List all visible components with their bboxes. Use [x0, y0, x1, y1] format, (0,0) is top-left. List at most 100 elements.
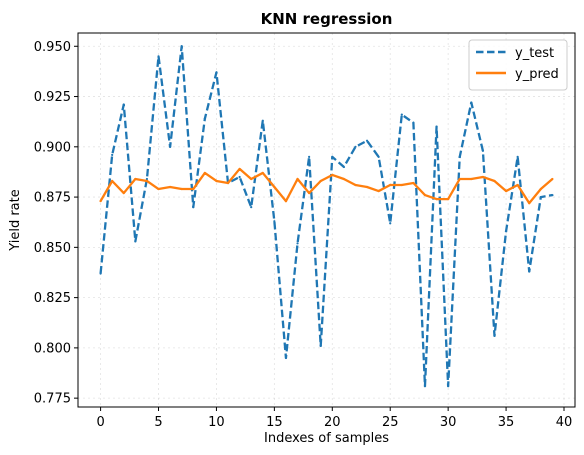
data-point-y-test: [203, 117, 206, 120]
data-point-y-test: [412, 121, 415, 124]
data-point-y-test: [215, 71, 218, 74]
data-point-y-test: [308, 155, 311, 158]
data-point-y-test: [134, 240, 137, 243]
data-point-y-pred: [447, 197, 450, 201]
x-tick-label: 25: [382, 415, 399, 430]
y-tick-label: 0.850: [34, 241, 71, 256]
data-point-y-test: [250, 206, 253, 209]
data-point-y-test: [111, 153, 114, 156]
data-point-y-test: [238, 175, 241, 179]
data-point-y-test: [458, 155, 461, 158]
x-tick-label: 0: [96, 415, 104, 430]
data-point-y-pred: [539, 187, 542, 191]
data-point-y-test: [528, 270, 531, 273]
data-point-y-pred: [273, 185, 276, 189]
y-tick-label: 0.925: [34, 90, 71, 105]
data-point-y-test: [400, 113, 403, 116]
legend-label-y-pred: y_pred: [515, 67, 559, 82]
x-tick-label: 40: [556, 415, 573, 430]
legend: y_test y_pred: [468, 39, 568, 91]
data-point-y-test: [504, 230, 508, 233]
data-point-y-test: [342, 165, 345, 169]
data-point-y-pred: [203, 171, 206, 175]
data-point-y-pred: [99, 199, 102, 203]
data-point-y-pred: [261, 171, 264, 175]
plot-frame: [77, 32, 576, 408]
y-tick-label: 0.950: [34, 40, 71, 55]
series-line-y-pred: [99, 167, 554, 205]
data-point-y-pred: [354, 183, 357, 187]
data-point-y-test: [122, 103, 125, 106]
data-point-y-test: [169, 145, 172, 148]
data-point-y-pred: [145, 179, 149, 183]
series-line-y-test: [99, 45, 553, 388]
y-tick-label: 0.775: [34, 392, 71, 407]
chart-title: KNN regression: [261, 10, 393, 28]
data-point-y-test: [539, 195, 542, 199]
data-point-y-pred: [470, 177, 473, 181]
data-point-y-test: [365, 139, 369, 142]
data-point-y-test: [284, 356, 288, 360]
data-point-y-test: [99, 272, 102, 275]
x-tick-label: 30: [440, 415, 457, 430]
data-point-y-pred: [111, 179, 114, 183]
data-point-y-pred: [284, 199, 288, 203]
plot-lines: [99, 45, 554, 388]
data-point-y-pred: [423, 193, 427, 197]
data-point-y-test: [516, 155, 519, 158]
data-point-y-pred: [134, 177, 137, 181]
x-tick-label: 35: [498, 415, 515, 430]
x-tick-label: 20: [324, 415, 341, 430]
data-point-y-pred: [481, 175, 484, 179]
data-point-y-pred: [169, 185, 172, 189]
data-point-y-test: [377, 155, 380, 158]
data-point-y-pred: [435, 197, 438, 201]
data-point-y-test: [180, 45, 183, 48]
data-point-y-test: [296, 242, 299, 245]
data-point-y-pred: [238, 167, 241, 171]
data-point-y-test: [435, 125, 438, 128]
data-point-y-pred: [250, 177, 253, 181]
data-point-y-test: [192, 206, 195, 209]
data-point-y-test: [331, 155, 334, 158]
data-point-y-test: [273, 220, 276, 223]
data-point-y-pred: [180, 187, 183, 191]
data-point-y-test: [157, 55, 160, 58]
data-point-y-pred: [365, 185, 369, 189]
x-axis-label: Indexes of samples: [264, 431, 389, 446]
data-point-y-pred: [389, 183, 392, 187]
y-axis-label: Yield rate: [8, 189, 23, 252]
data-point-y-pred: [504, 189, 508, 193]
x-tick-label: 5: [154, 415, 162, 430]
legend-label-y-test: y_test: [515, 46, 554, 61]
data-point-y-pred: [516, 183, 519, 187]
axis-ticks: 0 5 10 15 20 25 30 35 40 0.775 0.800 0.825 0.850 0.87…: [34, 40, 572, 430]
data-point-y-pred: [377, 189, 380, 193]
data-point-y-test: [389, 222, 392, 225]
data-point-y-pred: [342, 177, 345, 181]
data-point-y-pred: [226, 181, 230, 185]
data-point-y-test: [261, 119, 264, 122]
data-point-y-pred: [528, 202, 531, 205]
y-tick-label: 0.825: [34, 291, 71, 306]
y-tick-label: 0.875: [34, 191, 71, 206]
x-tick-label: 10: [208, 415, 225, 430]
data-point-y-pred: [458, 177, 461, 181]
data-point-y-pred: [215, 179, 218, 183]
data-point-y-test: [145, 177, 149, 181]
data-point-y-pred: [412, 181, 415, 185]
data-point-y-pred: [493, 179, 496, 183]
data-point-y-pred: [157, 187, 160, 191]
y-tick-label: 0.900: [34, 140, 71, 155]
data-point-y-test: [423, 384, 427, 388]
data-point-y-pred: [319, 179, 322, 183]
data-point-y-pred: [296, 177, 299, 181]
data-point-y-test: [481, 149, 484, 152]
x-tick-label: 15: [266, 415, 283, 430]
data-point-y-test: [493, 334, 496, 337]
data-point-y-pred: [192, 187, 195, 191]
data-point-y-pred: [400, 183, 403, 187]
data-point-y-pred: [551, 177, 554, 181]
data-point-y-test: [470, 101, 473, 104]
